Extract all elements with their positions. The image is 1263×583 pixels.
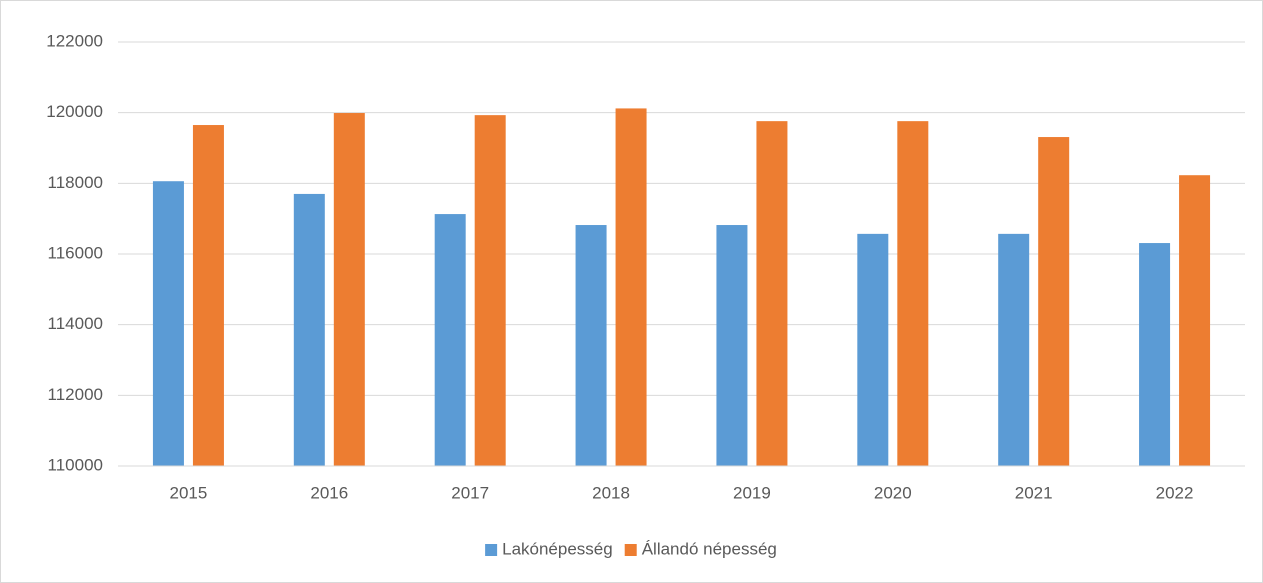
bar bbox=[293, 193, 325, 466]
bar bbox=[434, 214, 466, 466]
legend-label: Lakónépesség bbox=[502, 539, 613, 558]
x-tick-label: 2018 bbox=[592, 483, 630, 502]
bar bbox=[1179, 175, 1211, 466]
y-tick-label: 114000 bbox=[48, 314, 103, 333]
bar bbox=[716, 225, 748, 466]
x-tick-label: 2017 bbox=[451, 483, 489, 502]
y-tick-label: 110000 bbox=[48, 455, 103, 474]
bar bbox=[1139, 243, 1171, 466]
bar bbox=[192, 125, 224, 467]
bar bbox=[756, 121, 788, 466]
y-tick-label: 116000 bbox=[48, 243, 103, 262]
y-tick-label: 122000 bbox=[46, 31, 103, 50]
legend-swatch bbox=[624, 544, 637, 556]
y-tick-label: 120000 bbox=[46, 102, 103, 121]
y-tick-label: 118000 bbox=[48, 173, 103, 192]
bar bbox=[897, 121, 929, 466]
x-tick-label: 2019 bbox=[733, 483, 771, 502]
x-tick-label: 2020 bbox=[874, 483, 912, 502]
legend-swatch bbox=[485, 544, 498, 556]
bar bbox=[333, 113, 365, 467]
legend-label: Állandó népesség bbox=[642, 539, 777, 558]
bar bbox=[1038, 137, 1070, 466]
x-tick-label: 2022 bbox=[1156, 483, 1194, 502]
bar bbox=[575, 225, 607, 466]
y-tick-label: 112000 bbox=[48, 385, 103, 404]
x-tick-label: 2015 bbox=[170, 483, 208, 502]
bar bbox=[152, 181, 184, 467]
bar bbox=[857, 233, 889, 466]
bar bbox=[474, 115, 506, 466]
x-tick-label: 2016 bbox=[310, 483, 348, 502]
x-tick-label: 2021 bbox=[1015, 483, 1053, 502]
bar bbox=[998, 233, 1030, 466]
bar bbox=[615, 108, 647, 466]
